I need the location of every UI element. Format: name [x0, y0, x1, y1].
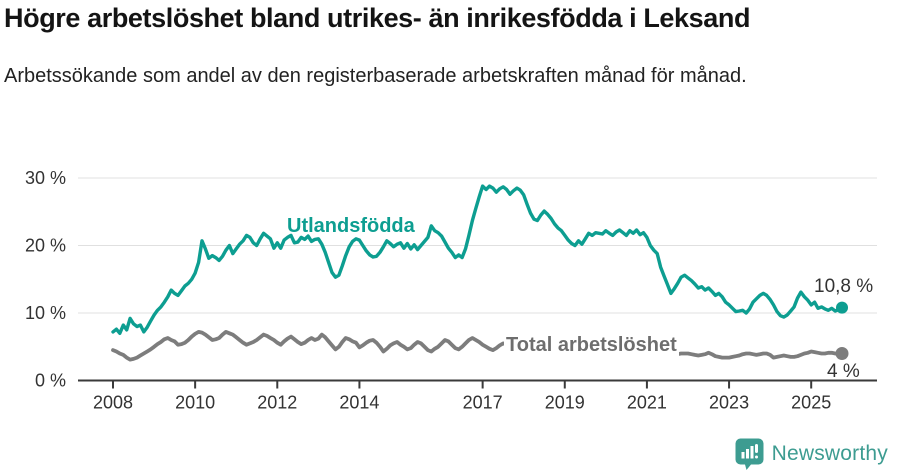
end-value-utlandsfodda: 10,8 %: [814, 276, 874, 297]
x-tick-label: 2021: [627, 393, 667, 413]
page-subtitle: Arbetssökande som andel av den registerb…: [4, 65, 747, 87]
newsworthy-bubble-chart-icon: [735, 438, 764, 470]
y-tick-label: 20 %: [25, 236, 66, 256]
page-title: Högre arbetslöshet bland utrikes- än inr…: [4, 3, 751, 33]
series-label-utlandsfodda: Utlandsfödda: [287, 215, 415, 237]
x-tick-label: 2019: [545, 393, 585, 413]
end-value-total-arbetsloshet: 4 %: [827, 361, 860, 382]
y-tick-label: 10 %: [25, 303, 66, 323]
x-tick-label: 2017: [463, 393, 503, 413]
series-line-1: [111, 329, 844, 362]
x-tick-label: 2008: [93, 393, 133, 413]
x-tick-label: 2023: [709, 393, 749, 413]
x-tick-label: 2010: [175, 393, 215, 413]
x-tick-label: 2012: [257, 393, 297, 413]
newsworthy-logo-text: Newsworthy: [771, 442, 888, 465]
series-line-0: [111, 184, 844, 335]
y-tick-label: 30 %: [25, 168, 66, 188]
series-label-total-arbetsloshet: Total arbetslöshet: [504, 334, 679, 357]
series-end-dot-0: [836, 301, 848, 314]
newsworthy-logo[interactable]: Newsworthy: [735, 438, 888, 470]
y-tick-label: 0 %: [35, 371, 66, 391]
x-tick-label: 2025: [791, 393, 831, 413]
series-end-dot-1: [835, 347, 849, 360]
speech-bubble-shape: [735, 438, 764, 470]
x-tick-label: 2014: [339, 393, 379, 413]
